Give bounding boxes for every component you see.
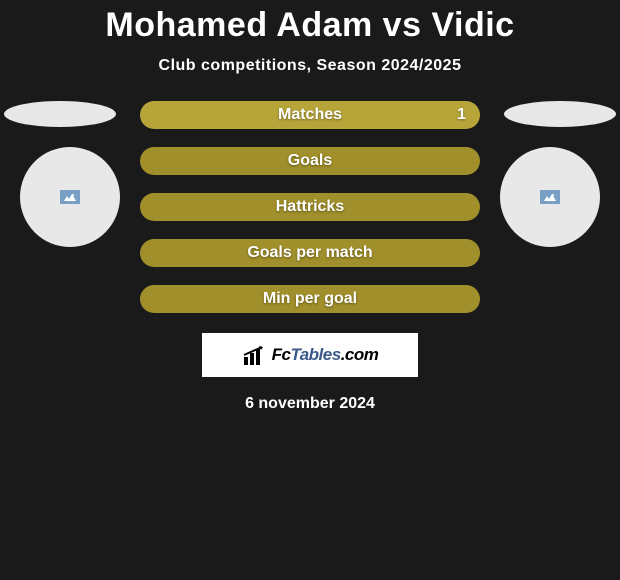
stat-label: Goals — [140, 152, 480, 170]
stat-label: Matches — [140, 106, 480, 124]
right-player-avatar — [500, 147, 600, 247]
left-player-avatar — [20, 147, 120, 247]
fctables-logo: FcTables.com — [202, 333, 418, 377]
stat-pill-list: Matches 1 Goals Hattricks Goals per matc… — [140, 101, 480, 313]
stat-row-matches: Matches 1 — [140, 101, 480, 129]
stat-row-goals: Goals — [140, 147, 480, 175]
stat-label: Min per goal — [140, 290, 480, 308]
image-placeholder-icon — [540, 190, 560, 204]
page-title: Mohamed Adam vs Vidic — [0, 6, 620, 45]
stat-row-hattricks: Hattricks — [140, 193, 480, 221]
stat-row-min-per-goal: Min per goal — [140, 285, 480, 313]
stats-area: Matches 1 Goals Hattricks Goals per matc… — [0, 101, 620, 313]
right-name-ellipse — [504, 101, 616, 127]
date-text: 6 november 2024 — [0, 395, 620, 413]
stat-row-goals-per-match: Goals per match — [140, 239, 480, 267]
logo-text: FcTables.com — [272, 345, 379, 365]
stat-label: Hattricks — [140, 198, 480, 216]
stat-label: Goals per match — [140, 244, 480, 262]
bar-chart-icon — [242, 345, 268, 365]
subtitle: Club competitions, Season 2024/2025 — [0, 57, 620, 75]
left-name-ellipse — [4, 101, 116, 127]
stat-value-right: 1 — [457, 106, 466, 124]
comparison-card: Mohamed Adam vs Vidic Club competitions,… — [0, 0, 620, 413]
image-placeholder-icon — [60, 190, 80, 204]
